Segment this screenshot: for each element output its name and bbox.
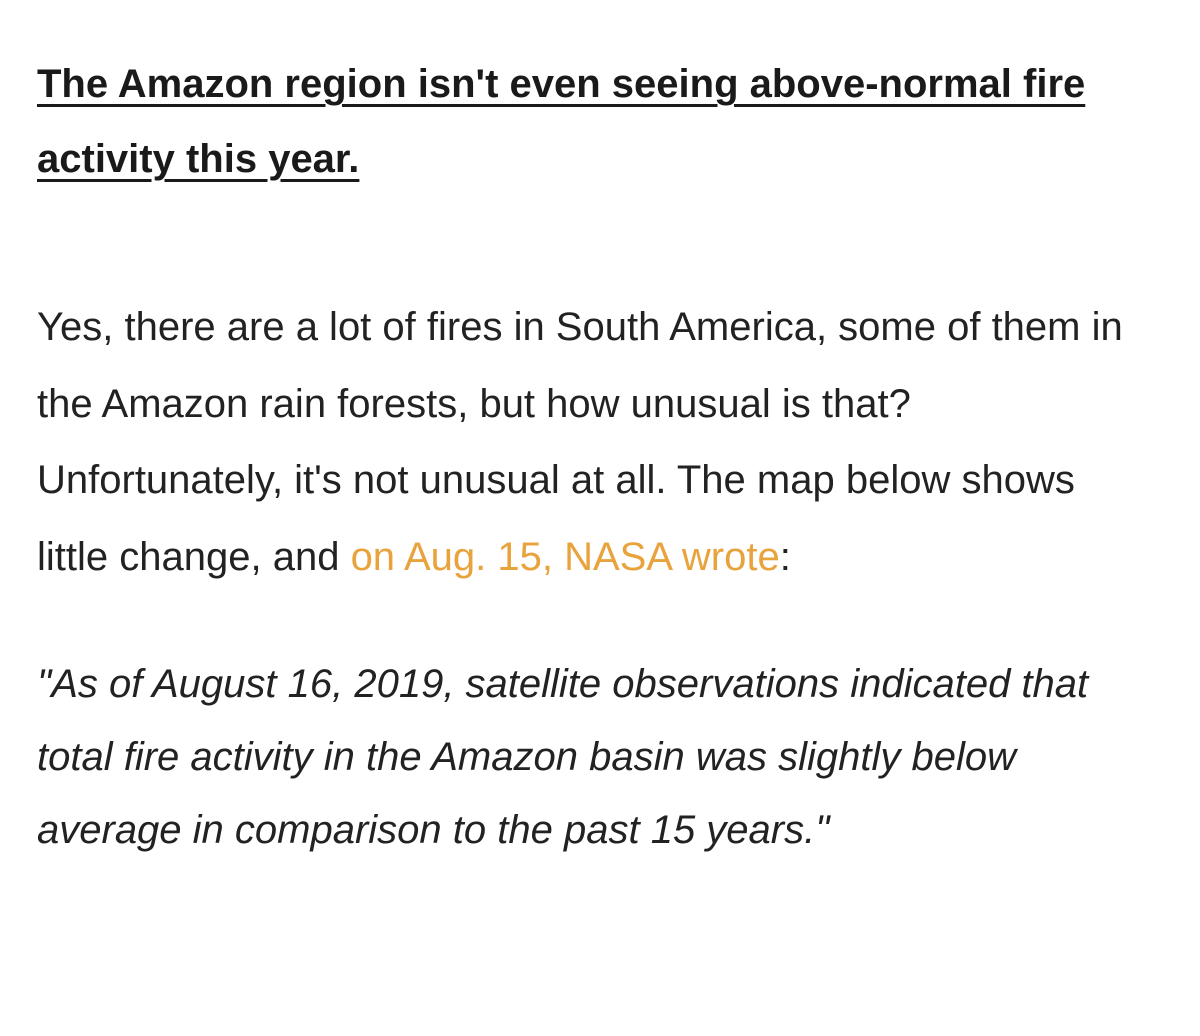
- paragraph-text: Yes, there are a lot of fires in South A…: [37, 305, 1123, 579]
- nasa-source-link[interactable]: on Aug. 15, NASA wrote: [350, 534, 780, 579]
- body-paragraph: Yes, there are a lot of fires in South A…: [37, 289, 1147, 595]
- paragraph-trailing-text: :: [779, 534, 791, 579]
- article-heading: The Amazon region isn't even seeing abov…: [37, 62, 1086, 181]
- nasa-quote: "As of August 16, 2019, satellite observ…: [37, 662, 1089, 852]
